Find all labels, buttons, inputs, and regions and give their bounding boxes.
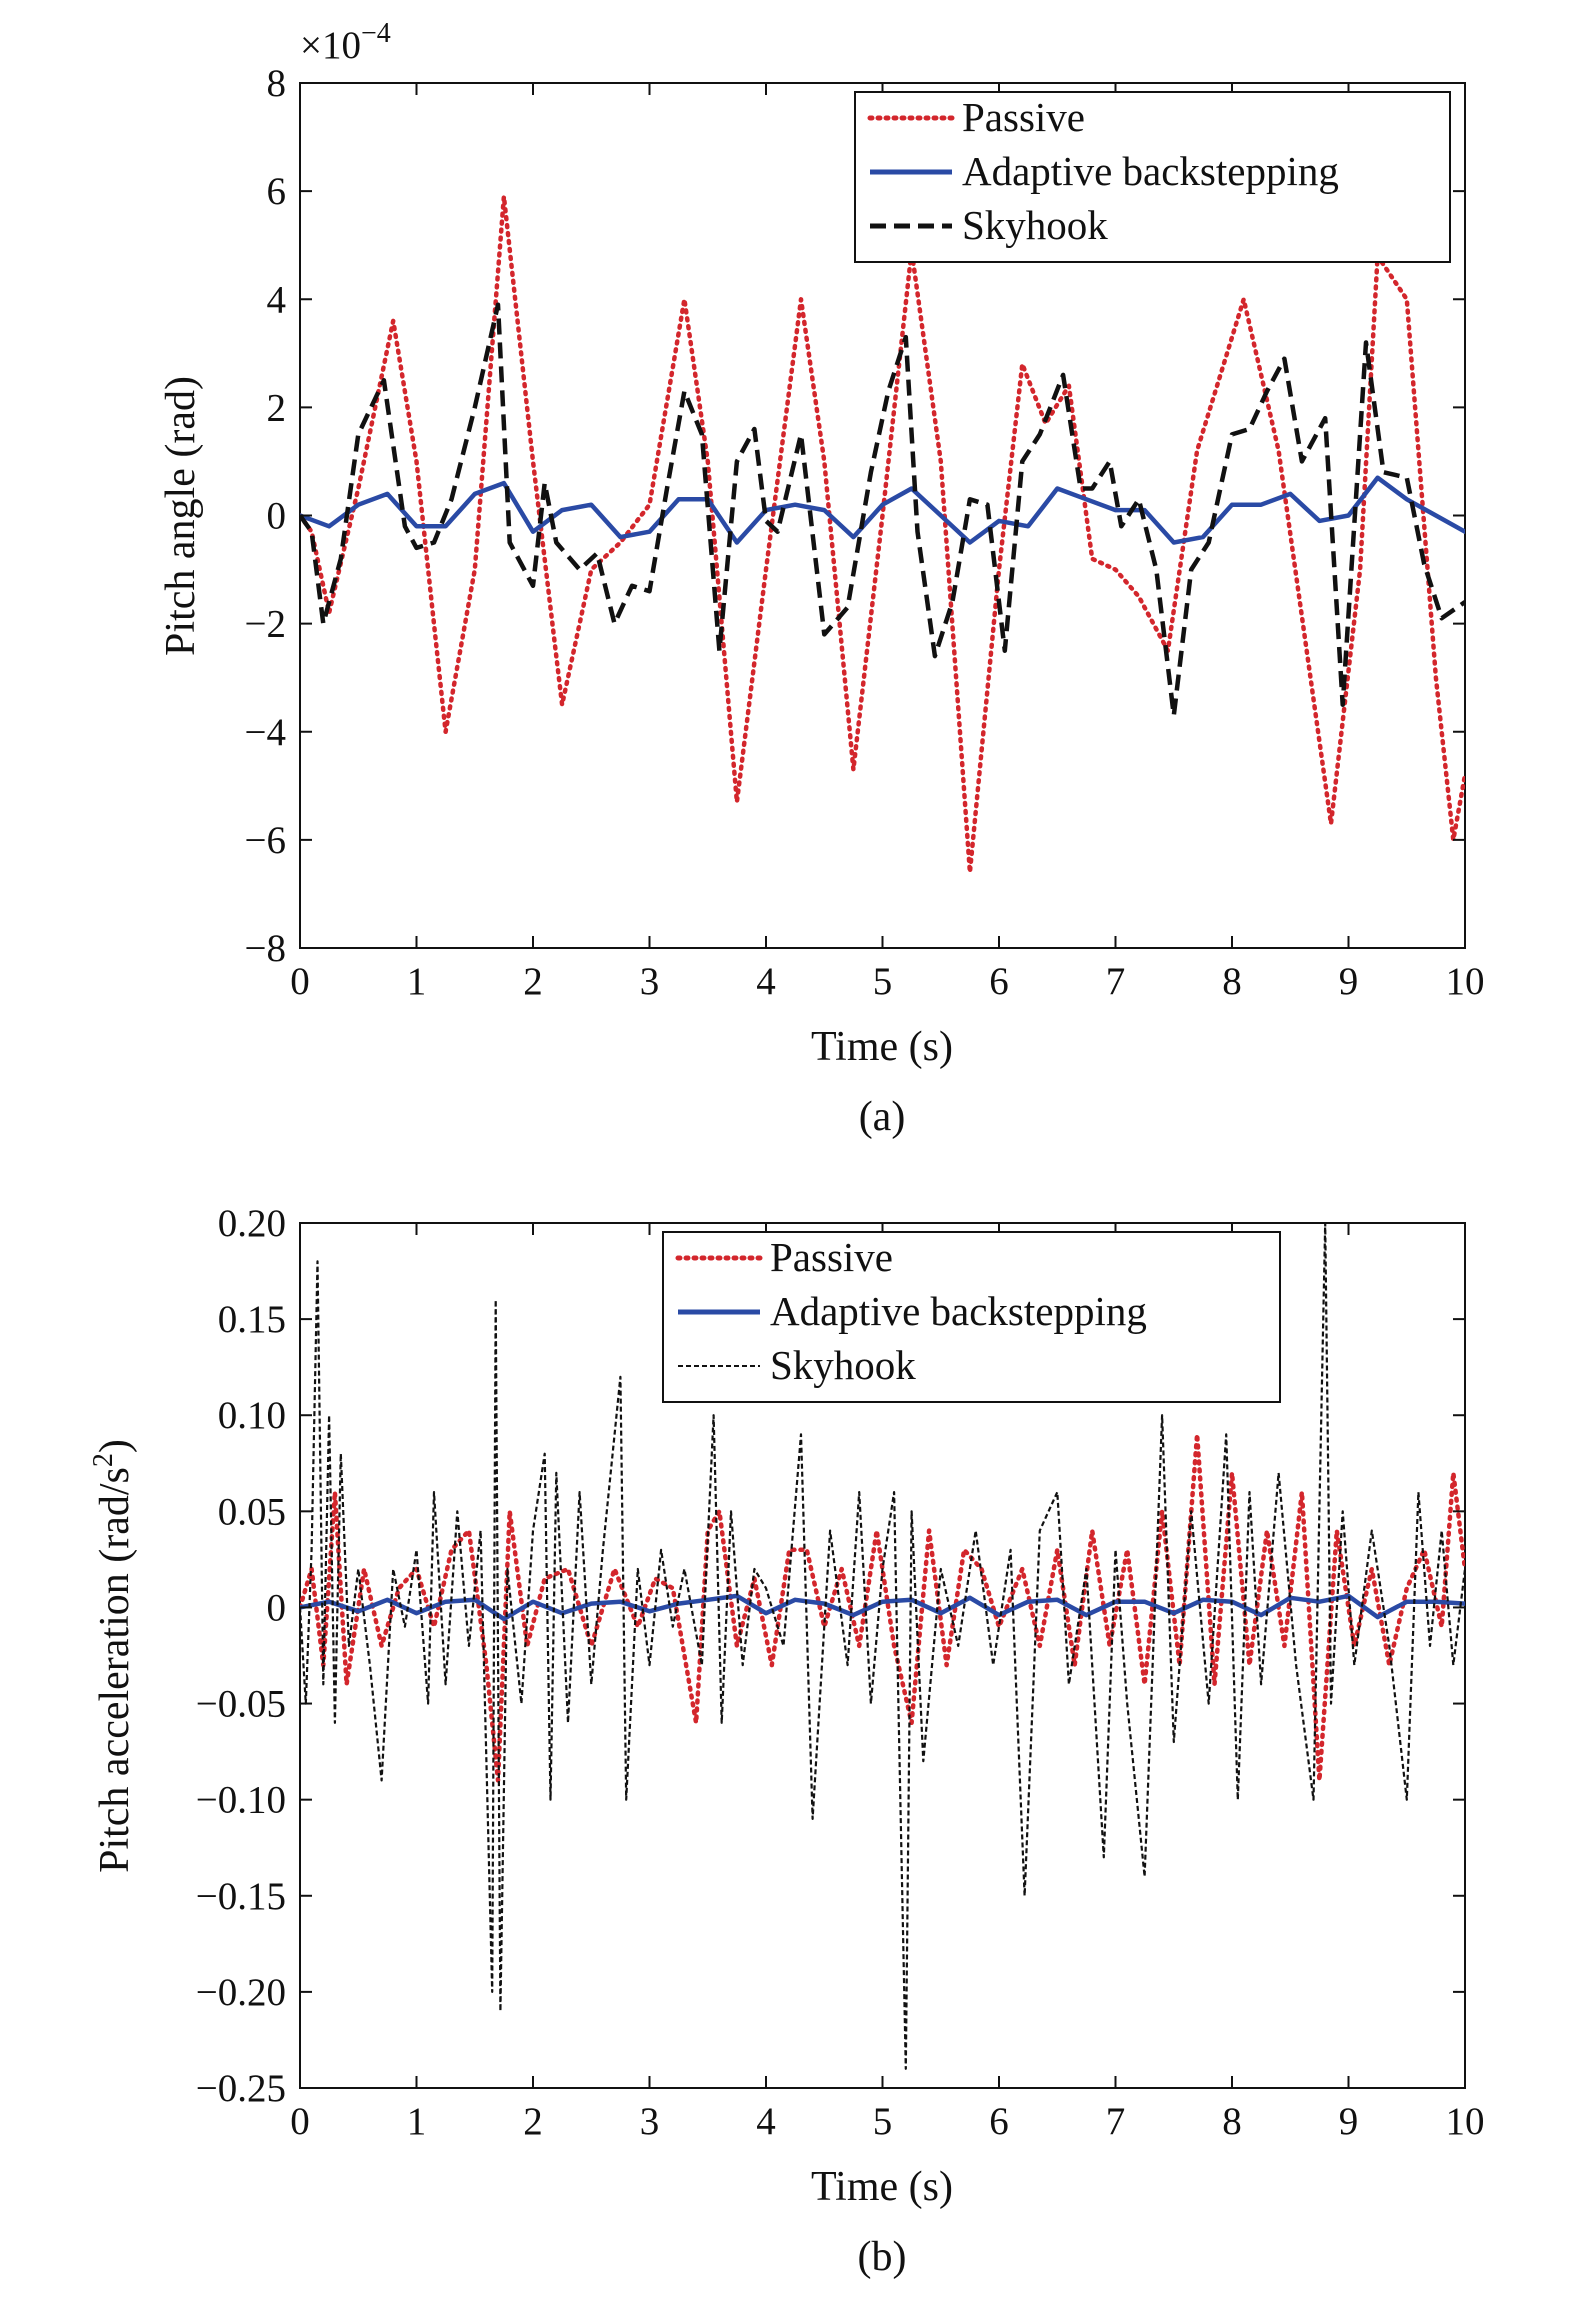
y-tick-label-b: 0.20 [218, 1202, 286, 1245]
caption-a: (a) [859, 1094, 906, 1140]
x-tick-label-a: 10 [1446, 960, 1485, 1003]
x-tick-label-a: 6 [989, 960, 1009, 1003]
x-tick-label-a: 3 [640, 960, 660, 1003]
series-line-skyhook-b [300, 1223, 1465, 2070]
x-tick-label-b: 2 [523, 2100, 543, 2143]
y-tick-label-b: −0.20 [196, 1971, 286, 2014]
x-tick-label-a: 0 [290, 960, 310, 1003]
tick-group-b: 0 1 2 3 4 5 6 7 8 9 10 0.20 0.15 0.10 0.05 0 −0.05 −0.10 −… [196, 1202, 1485, 2143]
series-group-a [300, 194, 1465, 875]
legend-label-passive-a: Passive [962, 94, 1085, 140]
x-tick-label-a: 9 [1339, 960, 1359, 1003]
legend-box-b [662, 1231, 1281, 1403]
y-tick-label-a: 6 [267, 170, 287, 213]
y-tick-label-a: 2 [267, 386, 287, 429]
legend-label-passive-b: Passive [770, 1234, 893, 1280]
x-tick-label-b: 4 [756, 2100, 776, 2143]
legend-label-adaptive-b: Adaptive backstepping [770, 1288, 1147, 1334]
y-tick-label-a: 8 [267, 62, 287, 105]
y-tick-label-b: −0.15 [196, 1875, 286, 1918]
x-tick-label-b: 6 [989, 2100, 1009, 2143]
panel-a-pitch-angle: 0 1 2 3 4 5 6 7 8 9 10 8 6 4 2 0 −2 −4 −6 −8 ×10−4 Pitch an… [158, 18, 1485, 1140]
x-tick-label-a: 4 [756, 960, 776, 1003]
x-axis-label-b: Time (s) [811, 2164, 953, 2210]
y-axis-label-a: Pitch angle (rad) [158, 376, 204, 656]
legend-label-adaptive-a: Adaptive backstepping [962, 148, 1339, 194]
y-tick-label-b: 0.10 [218, 1394, 286, 1437]
series-line-skyhook-a [300, 302, 1465, 718]
y-tick-label-b: 0.05 [218, 1490, 286, 1533]
legend-a: Passive Adaptive backstepping Skyhook [854, 91, 1451, 263]
caption-b: (b) [858, 2234, 907, 2280]
y-tick-label-b: 0.15 [218, 1298, 286, 1341]
x-tick-label-a: 1 [407, 960, 427, 1003]
x-tick-label-b: 7 [1106, 2100, 1126, 2143]
x-tick-label-b: 8 [1222, 2100, 1242, 2143]
series-group-b [300, 1223, 1465, 2070]
series-line-passive-b [300, 1432, 1465, 1783]
y-multiplier-a: ×10−4 [300, 18, 391, 67]
tick-group-a: 0 1 2 3 4 5 6 7 8 9 10 8 6 4 2 0 −2 −4 −6 −8 [245, 62, 1485, 1003]
x-tick-label-b: 10 [1446, 2100, 1485, 2143]
legend-b: Passive Adaptive backstepping Skyhook [662, 1231, 1281, 1403]
y-tick-label-a: −4 [245, 711, 287, 754]
y-tick-label-a: −6 [245, 819, 287, 862]
y-axis-label-b: Pitch acceleration (rad/s2) [88, 1439, 138, 1873]
y-tick-label-a: −8 [245, 927, 287, 970]
x-tick-label-b: 3 [640, 2100, 660, 2143]
series-line-adaptive-backstepping-b [300, 1593, 1465, 1622]
x-axis-label-a: Time (s) [811, 1024, 953, 1070]
y-tick-label-a: 4 [267, 278, 287, 321]
legend-label-skyhook-b: Skyhook [770, 1342, 916, 1388]
x-tick-label-a: 8 [1222, 960, 1242, 1003]
panel-b-pitch-acceleration: 0 1 2 3 4 5 6 7 8 9 10 0.20 0.15 0.10 0.05 0 −0.05 −0.10 −… [88, 1202, 1485, 2280]
series-line-passive-a [300, 194, 1465, 875]
series-line-adaptive-backstepping-a [300, 475, 1465, 545]
x-tick-label-b: 9 [1339, 2100, 1359, 2143]
x-tick-label-a: 7 [1106, 960, 1126, 1003]
y-tick-label-a: −2 [245, 603, 287, 646]
x-tick-label-a: 2 [523, 960, 543, 1003]
y-tick-label-b: −0.05 [196, 1683, 286, 1726]
legend-box-a [854, 91, 1451, 263]
x-tick-label-b: 0 [290, 2100, 310, 2143]
x-tick-label-b: 5 [873, 2100, 893, 2143]
x-tick-label-b: 1 [407, 2100, 427, 2143]
y-tick-label-b: −0.10 [196, 1779, 286, 1822]
y-tick-label-b: −0.25 [196, 2067, 286, 2110]
y-tick-label-b: 0 [267, 1586, 287, 1629]
y-tick-label-a: 0 [267, 495, 287, 538]
legend-label-skyhook-a: Skyhook [962, 202, 1108, 248]
x-tick-label-a: 5 [873, 960, 893, 1003]
